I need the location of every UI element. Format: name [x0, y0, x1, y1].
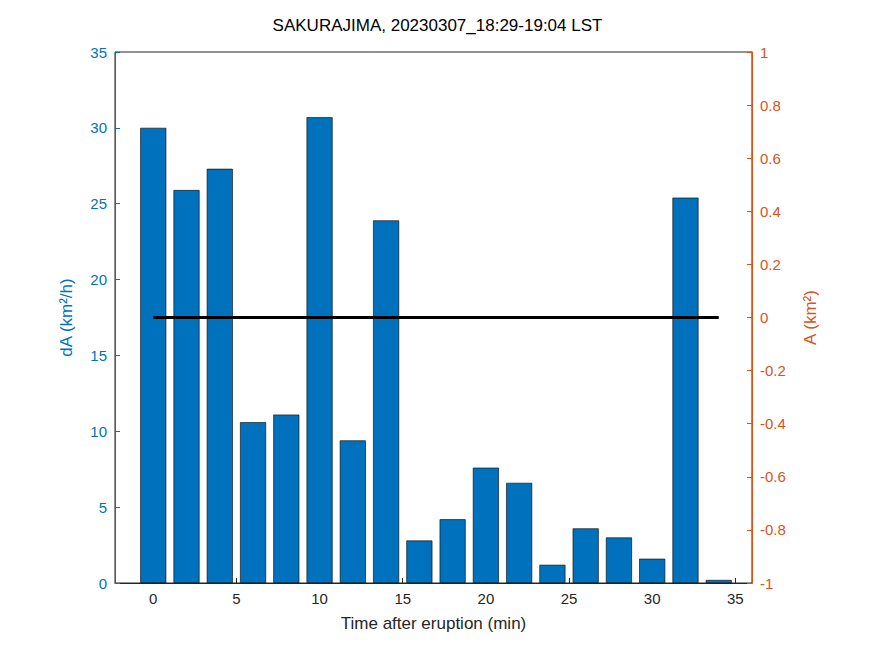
svg-text:15: 15 — [90, 347, 107, 364]
svg-text:10: 10 — [311, 590, 328, 607]
svg-text:0.4: 0.4 — [760, 203, 781, 220]
svg-text:10: 10 — [90, 423, 107, 440]
svg-text:-1: -1 — [760, 575, 773, 592]
svg-text:-0.8: -0.8 — [760, 521, 786, 538]
svg-text:Time after eruption (min): Time after eruption (min) — [341, 614, 526, 633]
svg-text:35: 35 — [90, 44, 107, 61]
svg-text:-0.2: -0.2 — [760, 362, 786, 379]
svg-text:0: 0 — [149, 590, 157, 607]
svg-text:35: 35 — [727, 590, 744, 607]
svg-text:30: 30 — [90, 119, 107, 136]
svg-text:0.2: 0.2 — [760, 256, 781, 273]
svg-text:0: 0 — [99, 575, 107, 592]
svg-text:0.8: 0.8 — [760, 97, 781, 114]
svg-text:-0.6: -0.6 — [760, 468, 786, 485]
svg-text:dA (km²/h): dA (km²/h) — [57, 278, 76, 356]
svg-text:-0.4: -0.4 — [760, 415, 786, 432]
svg-text:5: 5 — [99, 499, 107, 516]
svg-text:1: 1 — [760, 44, 768, 61]
svg-text:30: 30 — [644, 590, 661, 607]
svg-text:5: 5 — [232, 590, 240, 607]
svg-text:25: 25 — [90, 195, 107, 212]
svg-text:0: 0 — [760, 309, 768, 326]
svg-text:20: 20 — [478, 590, 495, 607]
svg-text:15: 15 — [394, 590, 411, 607]
svg-text:0.6: 0.6 — [760, 150, 781, 167]
svg-text:20: 20 — [90, 271, 107, 288]
svg-text:A (km²): A (km²) — [801, 290, 820, 345]
svg-text:25: 25 — [561, 590, 578, 607]
svg-text:SAKURAJIMA, 20230307_18:29-19:: SAKURAJIMA, 20230307_18:29-19:04 LST — [273, 16, 603, 35]
